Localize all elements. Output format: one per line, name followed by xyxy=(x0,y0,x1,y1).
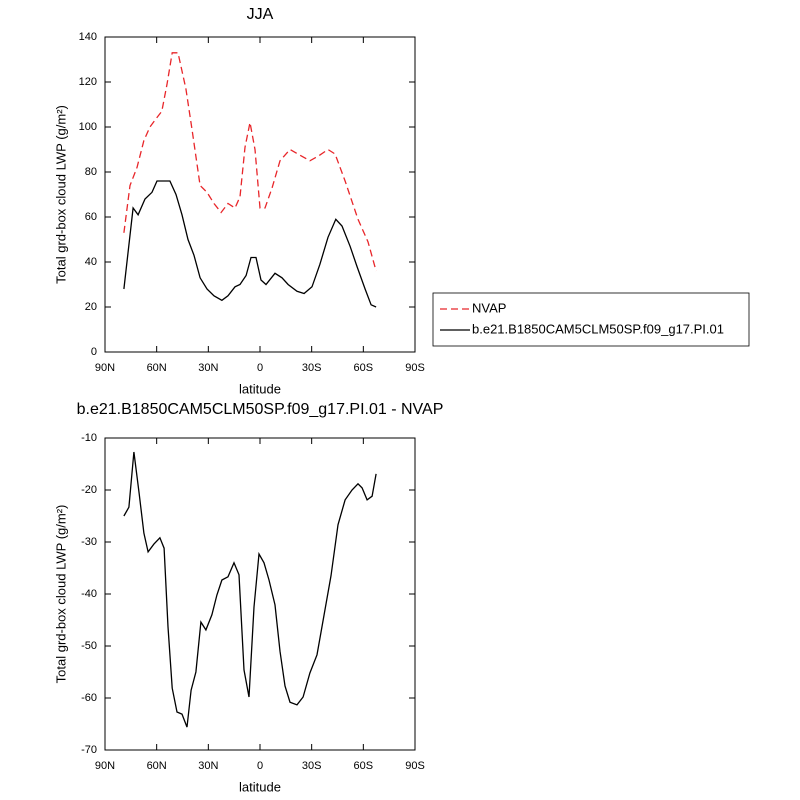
y-axis-label: Total grd-box cloud LWP (g/m²) xyxy=(53,105,68,284)
x-axis-label: latitude xyxy=(239,381,281,396)
y-tick-label: -20 xyxy=(81,484,97,496)
x-tick-label: 30S xyxy=(302,760,322,772)
legend-box xyxy=(432,292,750,347)
x-tick-label: 90N xyxy=(95,362,115,374)
x-tick-label: 90S xyxy=(405,760,425,772)
y-tick-label: -10 xyxy=(81,432,97,444)
x-tick-label: 30S xyxy=(302,362,322,374)
x-tick-label: 90N xyxy=(95,760,115,772)
legend-label: NVAP xyxy=(472,300,506,315)
y-axis-label: Total grd-box cloud LWP (g/m²) xyxy=(53,505,68,684)
y-tick-label: 0 xyxy=(91,346,97,358)
x-tick-label: 30N xyxy=(198,362,218,374)
data-line xyxy=(123,52,377,272)
chart-title: b.e21.B1850CAM5CLM50SP.f09_g17.PI.01 - N… xyxy=(77,401,444,418)
plot-frame xyxy=(104,437,416,751)
x-tick-label: 60S xyxy=(354,362,374,374)
x-tick-label: 0 xyxy=(257,362,263,374)
chart-title: JJA xyxy=(247,6,274,23)
y-tick-label: -70 xyxy=(81,744,97,756)
x-tick-label: 0 xyxy=(257,760,263,772)
y-tick-label: 40 xyxy=(85,256,97,268)
x-axis-label: latitude xyxy=(239,779,281,794)
y-tick-label: 140 xyxy=(79,31,97,43)
plot-frame xyxy=(104,36,416,353)
x-tick-label: 90S xyxy=(405,362,425,374)
y-tick-label: -30 xyxy=(81,536,97,548)
y-tick-label: 60 xyxy=(85,211,97,223)
x-tick-label: 30N xyxy=(198,760,218,772)
data-line xyxy=(123,451,377,728)
x-tick-label: 60N xyxy=(147,760,167,772)
y-tick-label: -40 xyxy=(81,588,97,600)
legend-label: b.e21.B1850CAM5CLM50SP.f09_g17.PI.01 xyxy=(472,321,724,336)
y-tick-label: 80 xyxy=(85,166,97,178)
y-tick-label: 20 xyxy=(85,301,97,313)
y-tick-label: -60 xyxy=(81,692,97,704)
data-line xyxy=(123,180,377,308)
y-tick-label: -50 xyxy=(81,640,97,652)
y-tick-label: 120 xyxy=(79,76,97,88)
y-tick-label: 100 xyxy=(79,121,97,133)
x-tick-label: 60N xyxy=(147,362,167,374)
x-tick-label: 60S xyxy=(354,760,374,772)
